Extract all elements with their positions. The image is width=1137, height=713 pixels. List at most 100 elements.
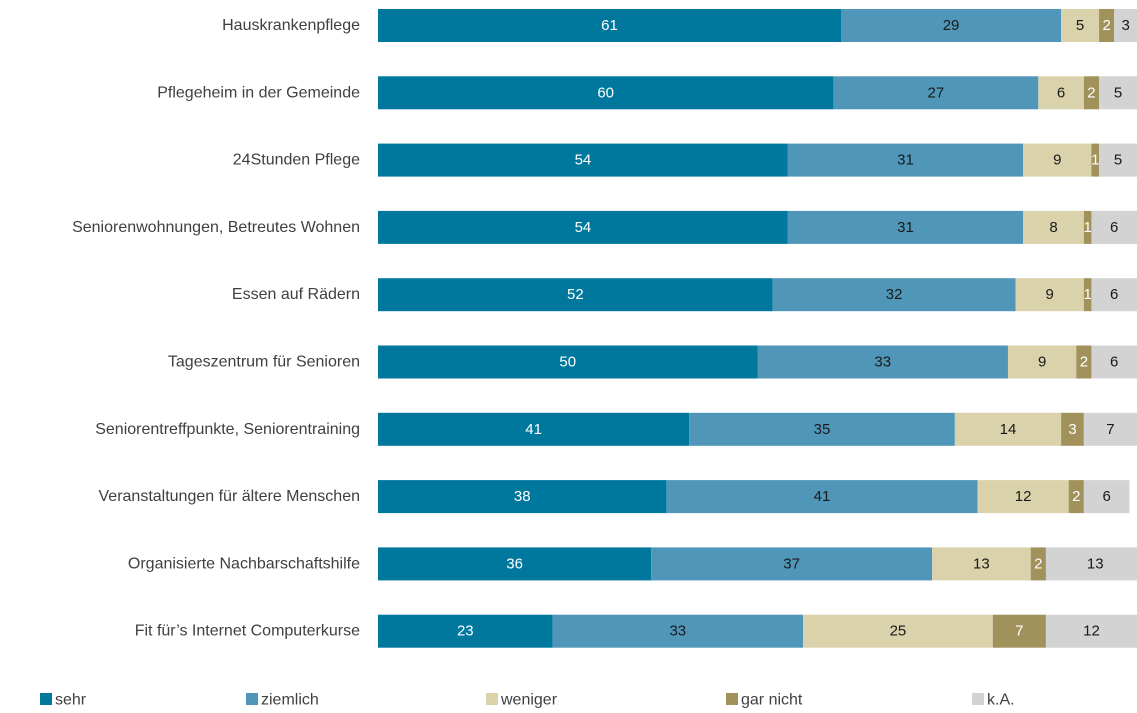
data-label: 6 bbox=[1057, 84, 1065, 101]
data-label: 2 bbox=[1034, 555, 1042, 572]
bar-sehr bbox=[378, 76, 834, 110]
data-label: 31 bbox=[897, 152, 914, 169]
data-label: 1 bbox=[1091, 152, 1099, 169]
bar-gar-nicht bbox=[1030, 547, 1046, 581]
bar-weniger bbox=[1023, 143, 1092, 177]
data-label: 25 bbox=[890, 623, 907, 640]
data-label: 9 bbox=[1046, 286, 1054, 303]
legend-swatch bbox=[972, 693, 984, 705]
data-label: 13 bbox=[1087, 555, 1104, 572]
category-labels: Hauskrankenpflege Pflegeheim in der Gemei… bbox=[72, 17, 360, 640]
data-label: 33 bbox=[874, 354, 891, 371]
bar-ziemlich bbox=[840, 9, 1062, 42]
data-label: 2 bbox=[1072, 488, 1080, 505]
data-label: 38 bbox=[514, 488, 531, 505]
bar-gar-nicht bbox=[1083, 278, 1092, 312]
legend-swatch bbox=[246, 693, 258, 705]
data-label: 14 bbox=[1000, 421, 1017, 438]
bar-sehr bbox=[378, 614, 553, 648]
bar-sehr bbox=[378, 9, 841, 42]
data-label: 2 bbox=[1102, 17, 1110, 34]
category-label: Organisierte Nachbarschaftshilfe bbox=[128, 555, 360, 572]
bar-ziemlich bbox=[666, 480, 978, 514]
bar-gar-nicht bbox=[1083, 210, 1092, 244]
legend-label: gar nicht bbox=[741, 692, 803, 709]
bar-weniger bbox=[1023, 210, 1084, 244]
bar-k-a bbox=[1091, 278, 1137, 312]
bar-weniger bbox=[954, 412, 1062, 446]
data-label: 32 bbox=[886, 286, 903, 303]
data-label: 54 bbox=[575, 152, 592, 169]
data-label: 9 bbox=[1053, 152, 1061, 169]
data-label: 6 bbox=[1102, 488, 1110, 505]
data-label: 37 bbox=[783, 555, 800, 572]
category-label: Pflegeheim in der Gemeinde bbox=[157, 84, 360, 101]
legend-label: sehr bbox=[55, 692, 87, 709]
category-label: 24Stunden Pflege bbox=[233, 152, 360, 169]
bar-ziemlich bbox=[689, 412, 955, 446]
data-label: 7 bbox=[1106, 421, 1114, 438]
data-label: 3 bbox=[1068, 421, 1076, 438]
category-label: Fit für’s Internet Computerkurse bbox=[135, 623, 360, 640]
legend: sehr ziemlich weniger gar nicht k.A. bbox=[40, 692, 1015, 709]
bar-ziemlich bbox=[757, 345, 1008, 379]
legend-label: ziemlich bbox=[261, 692, 319, 709]
bar-k-a bbox=[1099, 76, 1137, 110]
data-label: 1 bbox=[1083, 286, 1091, 303]
category-label: Essen auf Rädern bbox=[232, 286, 360, 303]
bar-weniger bbox=[1038, 76, 1084, 110]
bar-k-a bbox=[1083, 480, 1130, 514]
bar-k-a bbox=[1091, 345, 1137, 379]
bar-k-a bbox=[1045, 614, 1137, 648]
category-label: Hauskrankenpflege bbox=[222, 17, 360, 34]
data-label: 23 bbox=[457, 623, 474, 640]
legend-swatch bbox=[486, 693, 498, 705]
data-label: 1 bbox=[1083, 219, 1091, 236]
data-label: 5 bbox=[1076, 17, 1084, 34]
legend-swatch bbox=[726, 693, 738, 705]
bar-sehr bbox=[378, 143, 788, 177]
legend-swatch bbox=[40, 693, 52, 705]
data-label: 6 bbox=[1110, 354, 1118, 371]
bar-k-a bbox=[1091, 210, 1137, 244]
data-label: 12 bbox=[1083, 623, 1100, 640]
bar-ziemlich bbox=[787, 143, 1024, 177]
bar-k-a bbox=[1083, 412, 1137, 446]
data-label: 5 bbox=[1114, 84, 1122, 101]
bar-sehr bbox=[378, 480, 667, 514]
data-label: 54 bbox=[575, 219, 592, 236]
data-label: 6 bbox=[1110, 219, 1118, 236]
data-label: 35 bbox=[814, 421, 831, 438]
category-label: Tageszentrum für Senioren bbox=[168, 354, 360, 371]
data-label: 7 bbox=[1015, 623, 1023, 640]
bar-gar-nicht bbox=[1076, 345, 1092, 379]
bar-gar-nicht bbox=[1091, 143, 1100, 177]
bar-gar-nicht bbox=[1061, 412, 1084, 446]
data-label: 29 bbox=[943, 17, 960, 34]
data-label: 41 bbox=[814, 488, 831, 505]
bar-k-a bbox=[1045, 547, 1137, 581]
data-label: 2 bbox=[1087, 84, 1095, 101]
bar-ziemlich bbox=[787, 210, 1024, 244]
category-label: Veranstaltungen für ältere Menschen bbox=[99, 488, 361, 505]
category-label: Seniorentreffpunkte, Seniorentraining bbox=[95, 421, 360, 438]
data-label: 33 bbox=[669, 623, 686, 640]
data-label: 31 bbox=[897, 219, 914, 236]
bar-weniger bbox=[1007, 345, 1077, 379]
data-label: 6 bbox=[1110, 286, 1118, 303]
bar-weniger bbox=[1061, 9, 1100, 42]
data-label: 61 bbox=[601, 17, 618, 34]
data-label: 50 bbox=[559, 354, 576, 371]
data-label: 13 bbox=[973, 555, 990, 572]
bar-sehr bbox=[378, 210, 788, 244]
data-label: 52 bbox=[567, 286, 584, 303]
bar-k-a bbox=[1099, 143, 1137, 177]
legend-label: k.A. bbox=[987, 692, 1015, 709]
data-label: 9 bbox=[1038, 354, 1046, 371]
bar-gar-nicht bbox=[1068, 480, 1084, 514]
data-label: 2 bbox=[1080, 354, 1088, 371]
bar-gar-nicht bbox=[1083, 76, 1100, 110]
bar-ziemlich bbox=[552, 614, 804, 648]
bar-ziemlich bbox=[833, 76, 1039, 110]
